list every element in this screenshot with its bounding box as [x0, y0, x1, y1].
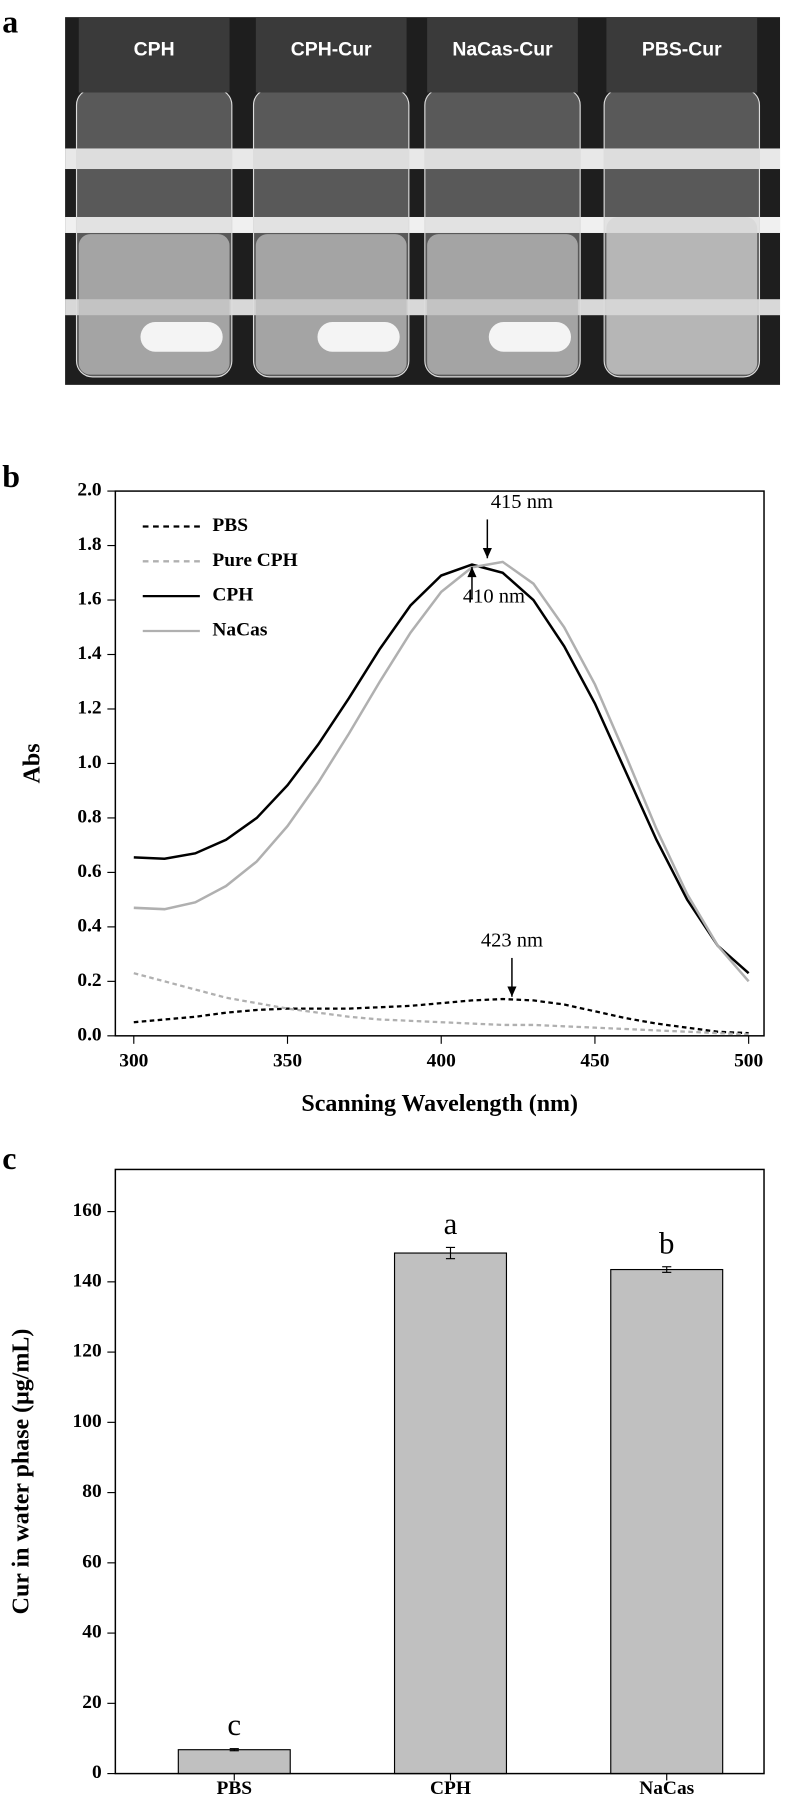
y-tick-label: 1.4	[77, 643, 102, 664]
significance-letter: a	[444, 1207, 458, 1241]
cap-label: NaCas-Cur	[452, 38, 553, 60]
cap-label: CPH	[134, 38, 175, 60]
cap	[427, 17, 578, 93]
bottles: CPH CPH-Cur NaCas-Cur PBS-Cur	[75, 17, 761, 378]
significance-letter: c	[227, 1708, 241, 1742]
stir-bar	[140, 322, 223, 352]
y-tick-label: 1.0	[77, 752, 101, 773]
arrow-head	[507, 986, 517, 997]
cap-label: PBS-Cur	[642, 38, 722, 60]
legend-label: CPH	[212, 585, 253, 606]
liquid	[78, 234, 230, 375]
plot-frame	[114, 1168, 765, 1775]
y-tick-label: 60	[82, 1551, 101, 1572]
annotation: 423 nm	[481, 930, 543, 952]
y-tick-label: 1.6	[77, 588, 102, 609]
series-line	[133, 972, 749, 1036]
y-tick-label: 2.0	[77, 480, 101, 501]
y-tick-label: 0.4	[77, 915, 102, 936]
x-tick-label: 450	[580, 1051, 609, 1072]
annotation: 410 nm	[463, 585, 525, 607]
y-tick-label: 160	[73, 1200, 102, 1221]
panel-label: a	[2, 4, 18, 39]
x-tick-label: 350	[273, 1051, 302, 1072]
bar	[610, 1268, 724, 1775]
y-tick-label: 40	[82, 1622, 101, 1643]
x-tick-label: 400	[427, 1051, 456, 1072]
y-axis-title: Cur in water phase (μg/mL)	[8, 1329, 34, 1615]
x-tick-label: NaCas	[639, 1778, 694, 1797]
cap	[255, 17, 407, 93]
plot-frame	[114, 490, 765, 1037]
x-tick-label: PBS	[216, 1778, 252, 1797]
cap	[606, 17, 758, 93]
x-tick-label: CPH	[430, 1778, 471, 1797]
series-line	[133, 563, 750, 975]
legend-label: Pure CPH	[212, 550, 297, 571]
y-tick-label: 0.0	[77, 1024, 101, 1045]
y-tick-label: 80	[82, 1481, 101, 1502]
y-tick-label: 0.2	[77, 970, 101, 991]
series-line	[133, 560, 750, 983]
stir-bar	[488, 322, 572, 352]
cap-label: CPH-Cur	[291, 38, 372, 60]
y-tick-label: 0.6	[77, 861, 102, 882]
series-line	[133, 997, 749, 1035]
bar	[393, 1252, 508, 1775]
y-tick-label: 1.8	[77, 534, 102, 555]
y-tick-label: 120	[73, 1341, 102, 1362]
arrow-head	[467, 566, 477, 578]
y-tick-label: 140	[73, 1270, 102, 1291]
legend-label: PBS	[212, 515, 248, 536]
arrow-head	[482, 547, 492, 559]
liquid	[606, 216, 758, 375]
significance-letter: b	[659, 1226, 674, 1260]
stripe	[65, 148, 781, 170]
y-axis-title: Abs	[20, 743, 46, 783]
stripe	[65, 299, 781, 316]
panel-label: b	[2, 459, 20, 494]
liquid	[427, 234, 578, 375]
y-tick-label: 0.8	[77, 806, 102, 827]
x-tick-label: 300	[119, 1051, 148, 1072]
annotation: 415 nm	[491, 491, 553, 513]
y-tick-label: 100	[73, 1411, 102, 1432]
stripe	[65, 216, 781, 233]
cap	[78, 17, 230, 93]
legend-label: NaCas	[212, 619, 267, 640]
x-tick-label: 500	[734, 1051, 763, 1072]
stir-bar	[317, 322, 400, 352]
y-tick-label: 20	[82, 1692, 101, 1713]
panel-label: c	[2, 1141, 16, 1176]
y-tick-label: 0	[92, 1762, 102, 1783]
y-tick-label: 1.2	[77, 697, 101, 718]
bar	[177, 1749, 291, 1775]
x-axis-title: Scanning Wavelength (nm)	[301, 1091, 578, 1117]
liquid	[255, 234, 407, 375]
